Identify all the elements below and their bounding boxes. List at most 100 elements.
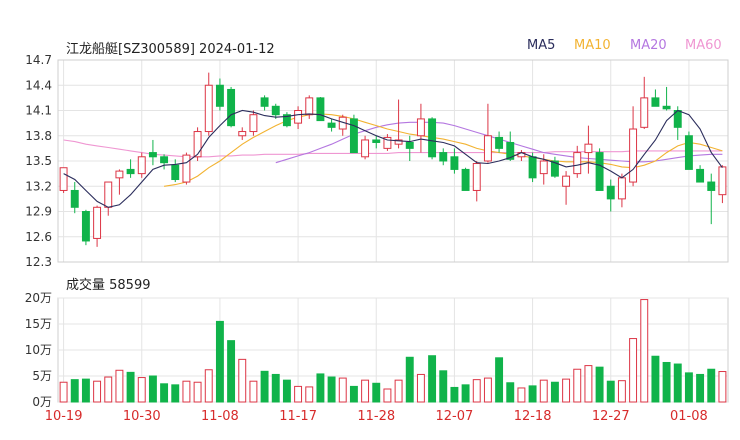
- candle-body: [684, 135, 693, 170]
- candle-body: [93, 206, 102, 239]
- candle-body: [104, 181, 113, 208]
- volume-bar: [70, 379, 79, 403]
- candle-body: [562, 175, 571, 187]
- volume-bar: [182, 380, 191, 403]
- volume-tick-label: 0万: [32, 395, 52, 409]
- candle-body: [483, 135, 492, 162]
- volume-bar: [227, 340, 236, 403]
- date-tick-label: 01-08: [670, 409, 708, 424]
- volume-bar: [294, 385, 303, 403]
- volume-tick-label: 20万: [25, 291, 52, 305]
- candle-body: [305, 97, 314, 116]
- volume-bar: [696, 373, 705, 403]
- price-tick-label: 12.9: [25, 205, 52, 219]
- volume-bar: [383, 388, 392, 403]
- volume-bar: [684, 372, 693, 403]
- candle-body: [327, 122, 336, 128]
- volume-bar: [394, 379, 403, 403]
- candle-body: [428, 118, 437, 158]
- volume-bar: [282, 379, 291, 403]
- volume-bar: [562, 378, 571, 403]
- volume-bar: [305, 386, 314, 403]
- candle-body: [439, 152, 448, 162]
- candle-body: [606, 185, 615, 200]
- candle-body: [584, 143, 593, 154]
- legend-ma5: MA5: [527, 38, 556, 53]
- volume-bar: [148, 375, 157, 403]
- volume-bar: [215, 320, 224, 403]
- candle-body: [160, 156, 169, 164]
- volume-bar: [506, 382, 515, 403]
- volume-tick-label: 5万: [32, 369, 52, 383]
- candle-body: [148, 152, 157, 158]
- candle-body: [662, 105, 671, 110]
- volume-bar: [59, 381, 68, 403]
- candle-body: [707, 181, 716, 191]
- ma5-line: [63, 109, 723, 208]
- volume-bar: [93, 380, 102, 403]
- volume-bar: [517, 387, 526, 403]
- legend-ma60: MA60: [685, 38, 722, 53]
- date-tick-label: 10-30: [123, 409, 161, 424]
- price-frame: [57, 59, 729, 263]
- candle-body: [617, 177, 626, 200]
- volume-bar: [495, 357, 504, 403]
- price-tick-label: 13.2: [25, 179, 52, 193]
- candle-body: [316, 97, 325, 122]
- volume-bar: [718, 371, 727, 403]
- volume-bar: [361, 379, 370, 403]
- candle-body: [81, 211, 90, 242]
- price-tick-label: 12.6: [25, 230, 52, 244]
- volume-bar: [126, 371, 135, 403]
- volume-bar: [617, 380, 626, 403]
- volume-bar: [137, 377, 146, 403]
- volume-bar: [550, 381, 559, 403]
- candle-body: [204, 84, 213, 133]
- volume-bar: [81, 378, 90, 403]
- legend-ma10: MA10: [574, 38, 611, 53]
- candle-body: [461, 168, 470, 191]
- ma60-line: [63, 139, 723, 158]
- volume-bar: [249, 380, 258, 403]
- candle-body: [182, 154, 191, 183]
- candle-body: [539, 160, 548, 175]
- volume-tick-label: 10万: [25, 343, 52, 357]
- candle-body: [361, 139, 370, 158]
- candle-body: [193, 131, 202, 158]
- volume-bar: [316, 373, 325, 403]
- price-tick-label: 14.7: [25, 53, 52, 67]
- price-tick-label: 14.4: [25, 78, 52, 92]
- price-tick-label: 13.5: [25, 154, 52, 168]
- volume-bar: [327, 376, 336, 403]
- volume-bar: [595, 366, 604, 403]
- price-tick-label: 12.3: [25, 255, 52, 269]
- volume-bar: [640, 299, 649, 403]
- volume-bar: [651, 355, 660, 403]
- volume-bar: [416, 373, 425, 403]
- volume-bar: [606, 380, 615, 403]
- candle-body: [383, 136, 392, 149]
- candle-body: [271, 105, 280, 116]
- volume-label: 成交量 58599: [66, 278, 151, 293]
- volume-bar: [405, 356, 414, 403]
- candle-body: [573, 152, 582, 175]
- price-tick-label: 13.8: [25, 129, 52, 143]
- candle-body: [651, 97, 660, 107]
- candle-body: [294, 110, 303, 124]
- candle-body: [472, 163, 481, 191]
- candle-body: [126, 168, 135, 175]
- volume-bar: [450, 386, 459, 403]
- candle-body: [416, 118, 425, 137]
- volume-bar: [584, 365, 593, 403]
- candle-body: [595, 152, 604, 191]
- volume-bar: [573, 368, 582, 403]
- volume-bar: [539, 379, 548, 403]
- volume-bar: [629, 338, 638, 403]
- volume-bar: [372, 382, 381, 403]
- volume-tick-label: 15万: [25, 317, 52, 331]
- candle-body: [394, 139, 403, 145]
- candle-body: [282, 114, 291, 127]
- candle-body: [249, 114, 258, 133]
- candle-body: [215, 84, 224, 107]
